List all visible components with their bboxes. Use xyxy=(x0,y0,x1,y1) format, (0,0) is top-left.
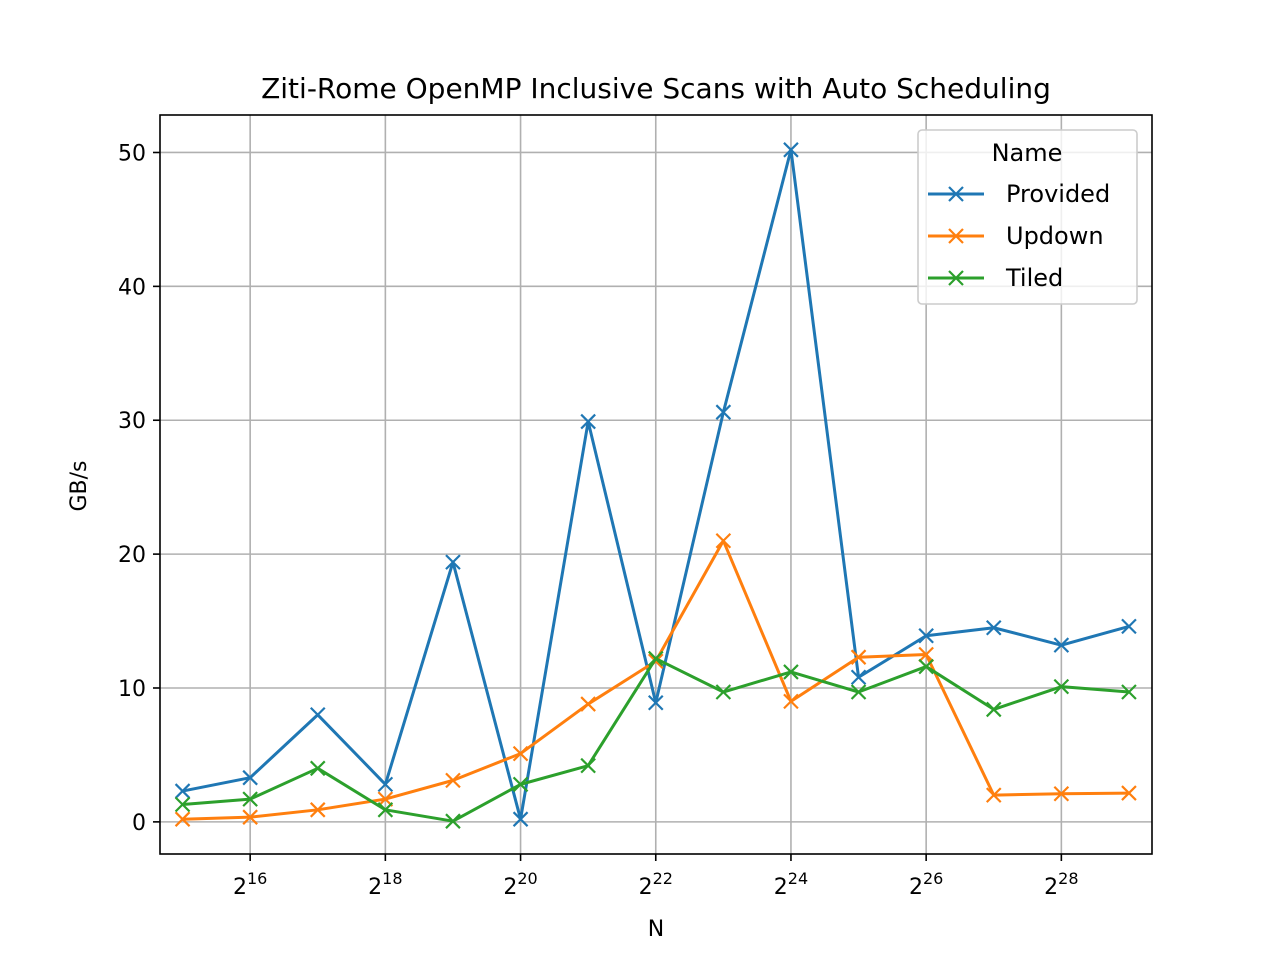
updown-point xyxy=(715,532,732,549)
x-tick-exponent: 24 xyxy=(788,869,808,888)
tiled-point xyxy=(1121,684,1137,700)
tiled-point xyxy=(309,760,326,777)
updown-point xyxy=(174,811,191,827)
updown-point xyxy=(985,787,1002,803)
x-tick-base: 2 xyxy=(909,875,923,900)
tiled-point xyxy=(647,650,664,667)
tiled-point xyxy=(918,658,934,675)
provided-point xyxy=(242,769,258,786)
provided-point xyxy=(1053,637,1070,653)
tiled-point xyxy=(783,664,799,680)
provided-point xyxy=(647,694,664,711)
y-tick-label: 50 xyxy=(118,141,146,166)
legend-marker xyxy=(948,228,964,244)
legend-marker xyxy=(948,186,964,202)
legend-item-tiled: Tiled xyxy=(928,264,1063,292)
legend-items: Provided Updown Tiled xyxy=(928,180,1110,292)
legend-label: Provided xyxy=(1006,180,1110,208)
updown-point xyxy=(1121,785,1137,801)
legend-title: Name xyxy=(992,139,1063,167)
x-tick-base: 2 xyxy=(368,875,382,900)
provided-point xyxy=(445,554,461,570)
updown-point xyxy=(850,649,867,665)
provided-point xyxy=(580,413,596,430)
series-tiled xyxy=(174,650,1137,829)
provided-point xyxy=(783,142,799,158)
y-tick-label: 30 xyxy=(118,409,146,434)
y-tick-label: 20 xyxy=(118,543,146,568)
updown-point xyxy=(512,745,529,762)
tiled-point xyxy=(715,684,732,700)
x-tick-label: 228 xyxy=(1044,869,1078,900)
updown-point xyxy=(242,809,258,825)
tiled-point xyxy=(445,813,461,829)
x-tick-label: 226 xyxy=(909,869,943,900)
provided-point xyxy=(1121,618,1137,635)
x-tick-base: 2 xyxy=(774,875,788,900)
provided-point xyxy=(309,706,326,723)
x-tick-exponent: 20 xyxy=(517,869,537,888)
y-axis-title: GB/s xyxy=(67,460,92,511)
updown-point xyxy=(918,646,934,663)
provided-point xyxy=(715,404,732,420)
x-tick-label: 220 xyxy=(503,869,537,900)
legend-item-updown: Updown xyxy=(928,222,1104,250)
x-tick-label: 222 xyxy=(639,869,673,900)
tiled-point xyxy=(512,776,529,793)
y-tick-label: 10 xyxy=(118,677,146,702)
provided-point xyxy=(918,628,934,644)
x-tick-exponent: 28 xyxy=(1058,869,1078,888)
provided-point xyxy=(985,619,1002,636)
provided-point xyxy=(850,669,867,686)
x-tick-base: 2 xyxy=(639,875,653,900)
x-tick-label: 218 xyxy=(368,869,402,900)
legend-item-provided: Provided xyxy=(928,180,1110,208)
x-tick-base: 2 xyxy=(503,875,517,900)
updown-point xyxy=(309,802,326,818)
updown-point xyxy=(783,693,799,710)
legend-label: Updown xyxy=(1006,222,1104,250)
provided-point xyxy=(512,811,529,827)
y-tick-label: 0 xyxy=(132,811,146,836)
x-tick-exponent: 18 xyxy=(382,869,402,888)
series-layer xyxy=(174,142,1137,829)
legend-marker xyxy=(948,270,964,286)
legend: Name Provided Updown Tiled xyxy=(917,129,1138,305)
provided-point xyxy=(377,776,394,793)
tiled-point xyxy=(1053,678,1070,695)
legend-label: Tiled xyxy=(1005,264,1063,292)
x-tick-exponent: 22 xyxy=(653,869,673,888)
tiled-point xyxy=(985,701,1002,718)
x-tick-base: 2 xyxy=(233,875,247,900)
y-tick-label: 40 xyxy=(118,275,146,300)
updown-point xyxy=(580,696,596,712)
x-axis-title: N xyxy=(648,917,664,942)
provided-point xyxy=(174,783,191,799)
tiled-point xyxy=(242,791,258,807)
tiled-point xyxy=(174,796,191,813)
x-tick-label: 224 xyxy=(774,869,808,900)
tiled-point xyxy=(580,757,596,774)
tiled-point xyxy=(850,684,867,700)
legend-box xyxy=(917,129,1138,305)
x-tick-label: 216 xyxy=(233,869,267,900)
series-provided xyxy=(174,142,1137,827)
tiled-point xyxy=(377,802,394,818)
updown-point xyxy=(445,772,461,789)
x-tick-base: 2 xyxy=(1044,875,1058,900)
x-tick-exponent: 16 xyxy=(247,869,267,888)
updown-point xyxy=(1053,785,1070,802)
x-tick-exponent: 26 xyxy=(923,869,943,888)
chart-title: Ziti-Rome OpenMP Inclusive Scans with Au… xyxy=(261,72,1051,105)
